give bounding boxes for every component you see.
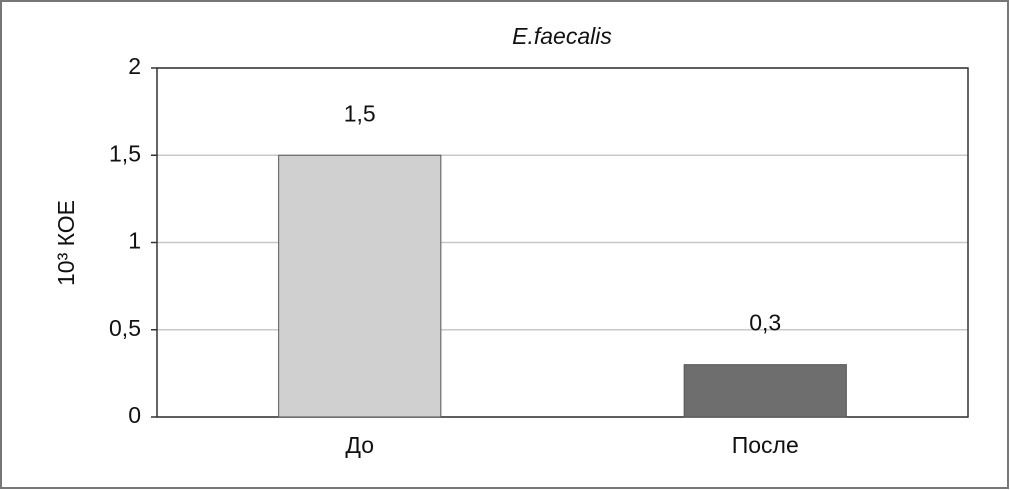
data-label: 1,5 (344, 100, 376, 126)
y-tick-label: 1,5 (109, 140, 141, 166)
bar (278, 154, 442, 418)
x-tick-label: После (732, 432, 799, 458)
y-axis-label: 10³ КОЕ (53, 200, 79, 286)
y-tick-label: 1 (128, 228, 141, 254)
y-tick-label: 2 (128, 53, 141, 79)
x-tick-label: До (345, 432, 374, 458)
data-label: 0,3 (749, 310, 781, 336)
plot-area (156, 67, 969, 418)
chart-title: E.faecalis (512, 23, 612, 49)
y-tick-label: 0 (128, 402, 141, 428)
bar (683, 364, 847, 418)
y-tick-label: 0,5 (109, 315, 141, 341)
